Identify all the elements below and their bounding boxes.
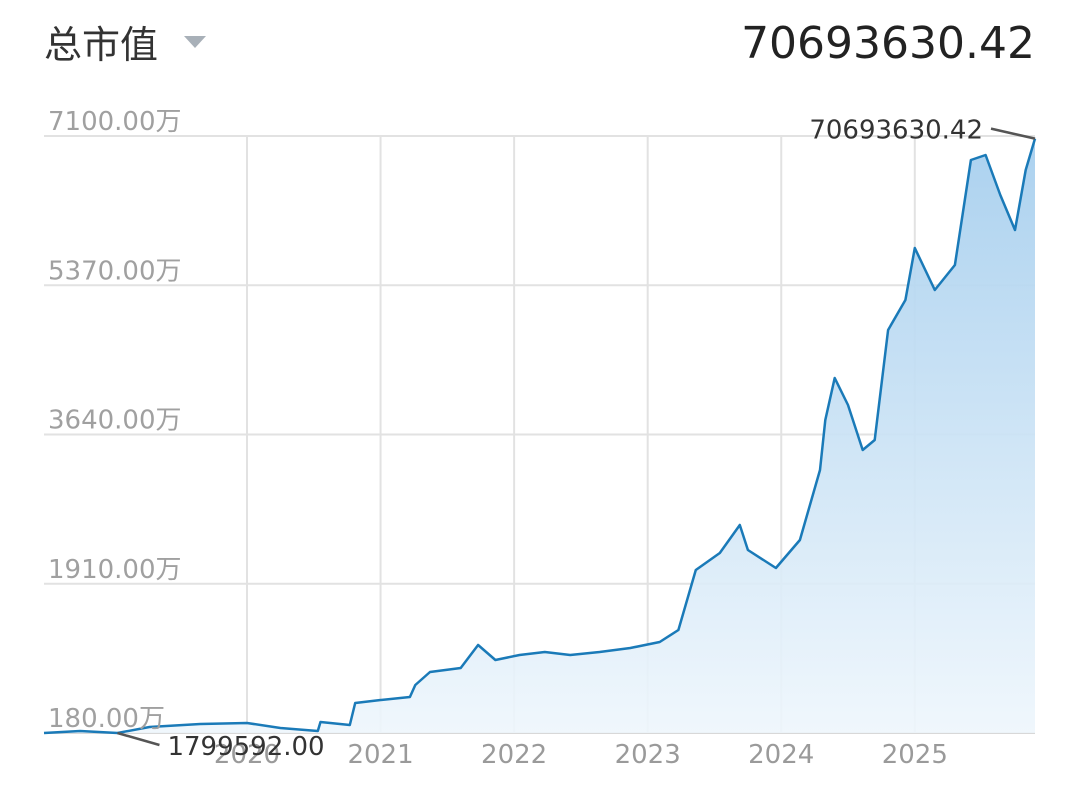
dropdown-arrow[interactable] <box>184 36 206 48</box>
y-tick-label: 180.00万 <box>48 704 165 734</box>
value-label: 1799592.00 <box>167 732 324 762</box>
header-title[interactable]: 总市值 <box>44 23 158 67</box>
x-tick-label: 2021 <box>347 740 413 770</box>
area <box>44 138 1035 734</box>
y-tick-label: 3640.00万 <box>48 406 182 436</box>
x-tick-label: 2023 <box>615 740 681 770</box>
y-tick-label: 5370.00万 <box>48 256 182 286</box>
x-tick-label: 2025 <box>882 740 948 770</box>
y-tick-label: 1910.00万 <box>48 555 182 585</box>
line <box>43 138 1037 735</box>
annotation-leader <box>990 127 1036 140</box>
x-tick-label: 2020 <box>214 740 280 770</box>
header-value: 70693630.42 <box>741 18 1035 69</box>
value-label: 70693630.42 <box>809 116 983 146</box>
x-tick-label: 2022 <box>481 740 547 770</box>
x-tick-label: 2024 <box>748 740 814 770</box>
annotation-leader <box>117 731 160 747</box>
y-tick-label: 7100.00万 <box>48 107 182 137</box>
